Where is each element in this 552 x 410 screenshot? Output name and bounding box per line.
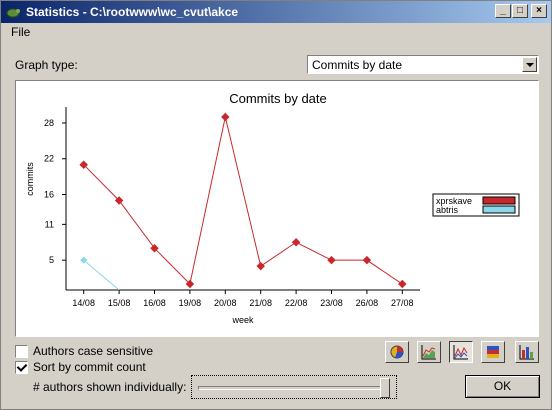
authors-slider[interactable] [191, 375, 397, 399]
chart-area: Commits by date 5 11 16 22 28 14/08 15/08 16/08 1… [15, 80, 539, 337]
close-button[interactable]: × [531, 4, 547, 18]
graph-type-label: Graph type: [15, 58, 78, 72]
data-point [362, 255, 372, 265]
series-line-xprskave [83, 116, 403, 286]
commits-chart: Commits by date 5 11 16 22 28 14/08 15/08 16/08 1… [25, 91, 520, 325]
case-sensitive-checkbox[interactable] [15, 344, 28, 358]
authors-shown-label: # authors shown individually: [33, 380, 187, 394]
menu-file[interactable]: File [11, 25, 31, 39]
data-point [185, 279, 195, 289]
minimize-button[interactable]: _ [495, 4, 511, 18]
x-tick-label: 16/08 [143, 298, 166, 308]
bar-chart-button[interactable] [515, 341, 539, 363]
turtle-app-icon [6, 8, 20, 18]
legend-swatch [482, 196, 516, 205]
slider-track [198, 386, 390, 390]
menu-bar: File [7, 25, 34, 41]
x-tick-label: 26/08 [356, 298, 379, 308]
data-point [114, 196, 124, 205]
area-chart-icon [421, 345, 436, 360]
data-point [221, 112, 230, 122]
case-sensitive-row[interactable]: Authors case sensitive [15, 344, 153, 358]
pie-chart-button[interactable] [385, 341, 409, 363]
data-point [398, 279, 407, 289]
sort-checkbox[interactable] [15, 360, 28, 374]
x-axis-label: week [231, 315, 254, 325]
title-bar: Statistics - C:\rootwww\wc_cvut\akce _ □… [1, 1, 551, 23]
legend-swatch [482, 205, 516, 214]
case-sensitive-label: Authors case sensitive [33, 344, 154, 358]
slider-thumb[interactable] [380, 378, 390, 398]
series-line-abtris [83, 259, 120, 291]
sort-label: Sort by commit count [33, 360, 146, 374]
data-point [79, 160, 88, 169]
window-title: Statistics - C:\rootwww\wc_cvut\akce [26, 5, 239, 19]
x-tick-label: 19/08 [179, 298, 202, 308]
maximize-button[interactable]: □ [512, 4, 528, 18]
graph-type-value: Commits by date [312, 58, 403, 72]
y-tick-label: 11 [45, 219, 54, 229]
area-chart-button[interactable] [417, 341, 441, 363]
dropdown-arrow-icon[interactable] [522, 57, 537, 72]
data-point [291, 238, 301, 247]
y-tick-label: 5 [49, 255, 54, 265]
pie-chart-icon [390, 345, 404, 359]
data-point [327, 255, 336, 265]
x-tick-label: 23/08 [320, 298, 343, 308]
x-tick-label: 21/08 [249, 298, 272, 308]
stacked-bar-icon [487, 346, 499, 358]
ok-button[interactable]: OK [465, 375, 540, 398]
chart-title: Commits by date [229, 91, 327, 106]
line-chart-icon [453, 345, 468, 360]
sort-row[interactable]: Sort by commit count [15, 360, 146, 374]
bar-chart-icon [519, 345, 534, 360]
y-tick-label: 22 [44, 154, 54, 164]
legend-label: abtris [436, 205, 459, 215]
y-axis-label: commits [25, 162, 35, 196]
x-tick-label: 22/08 [285, 298, 308, 308]
x-tick-label: 14/08 [72, 298, 95, 308]
y-tick-label: 16 [44, 190, 54, 200]
x-tick-label: 27/08 [391, 298, 414, 308]
line-chart-button[interactable] [449, 341, 473, 363]
x-tick-label: 15/08 [108, 298, 131, 308]
graph-type-select[interactable]: Commits by date [307, 55, 539, 74]
data-point [256, 261, 265, 271]
y-tick-label: 28 [44, 118, 54, 128]
x-tick-label: 20/08 [214, 298, 237, 308]
stacked-bar-button[interactable] [481, 341, 505, 363]
legend-label: xprskave [436, 196, 472, 206]
data-point [150, 243, 159, 253]
